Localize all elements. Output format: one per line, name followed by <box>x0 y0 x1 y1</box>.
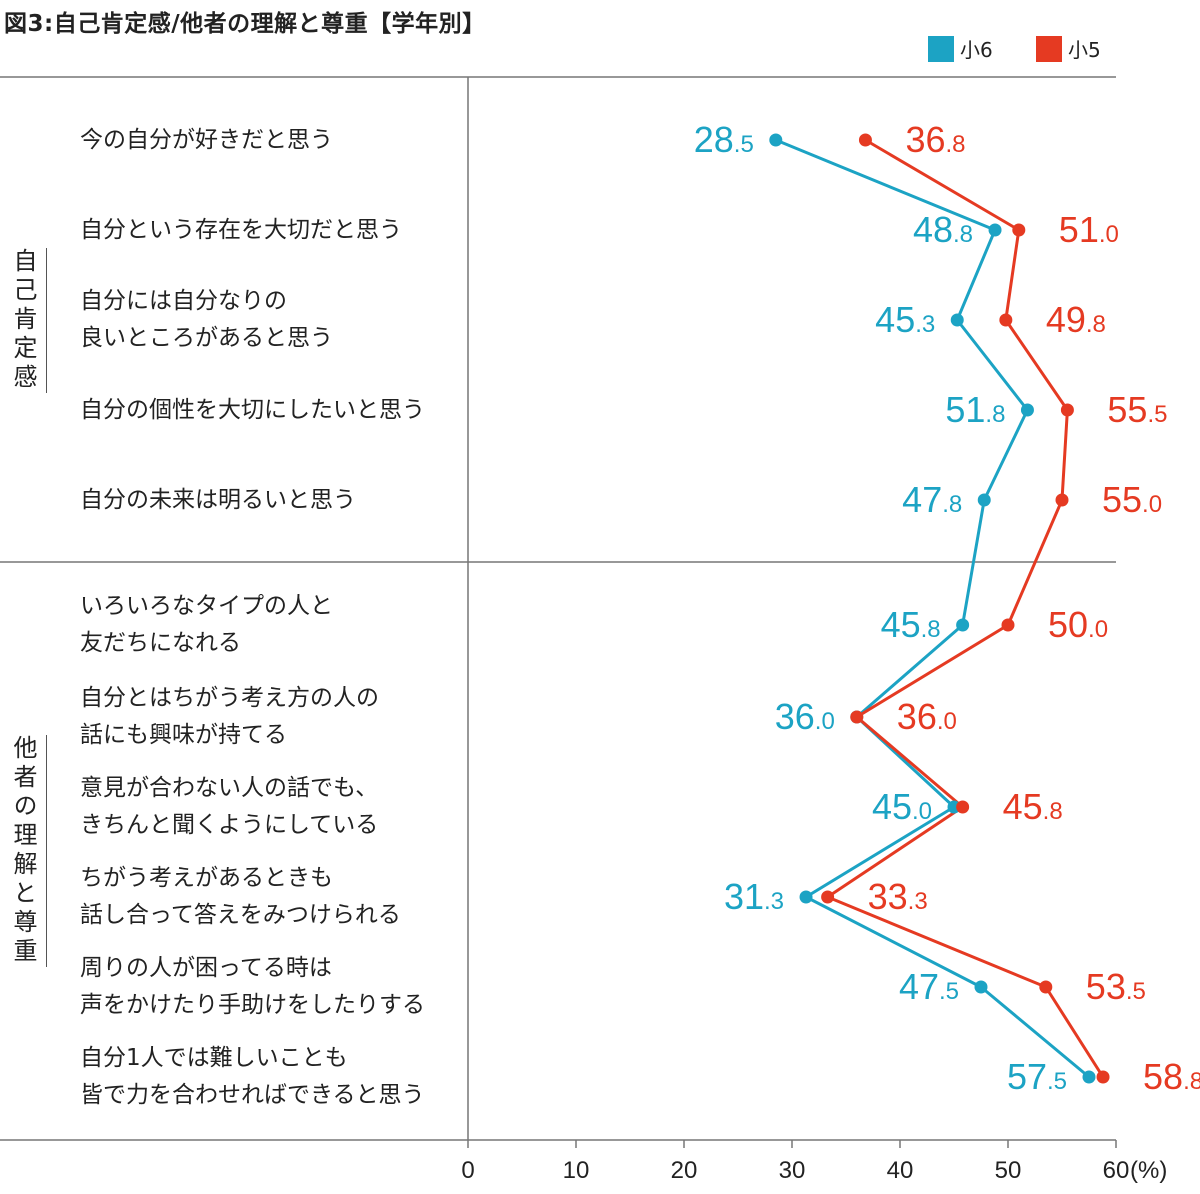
data-label: 45.8 <box>881 604 941 645</box>
category-label: 自分の個性を大切にしたいと思う <box>80 392 425 429</box>
data-point <box>850 710 864 724</box>
data-label: 48.8 <box>913 209 973 250</box>
legend-swatch-series-1 <box>928 35 954 62</box>
data-label: 36.0 <box>897 696 957 737</box>
data-label: 28.5 <box>694 119 754 160</box>
data-point <box>799 890 813 904</box>
x-tick-label: 10 <box>563 1157 590 1184</box>
data-point <box>821 890 835 904</box>
category-label: 自分とはちがう考え方の人の 話にも興味が持てる <box>80 680 379 754</box>
data-point <box>1001 618 1015 632</box>
category-label-line: 周りの人が困ってる時は <box>80 955 332 981</box>
data-point <box>769 133 783 147</box>
category-label-line: 話し合って答えをみつけられる <box>80 902 401 928</box>
category-label-line: 意見が合わない人の話でも、 <box>80 775 379 801</box>
data-point <box>1020 403 1034 417</box>
x-tick-label: 0 <box>461 1157 474 1184</box>
category-label-line: 今の自分が好きだと思う <box>80 126 333 153</box>
data-point <box>950 313 964 327</box>
category-label-line: 友だちになれる <box>80 630 241 656</box>
category-label-line: 自分とはちがう考え方の人の <box>80 685 379 711</box>
x-tick-label: 60 <box>1103 1157 1130 1184</box>
data-label: 51.0 <box>1059 209 1119 250</box>
x-tick-label: 50 <box>995 1157 1022 1184</box>
category-label: いろいろなタイプの人と 友だちになれる <box>80 588 333 662</box>
data-label: 53.5 <box>1086 966 1146 1007</box>
data-label: 47.5 <box>899 966 959 1007</box>
legend-label-series-1: 小6 <box>960 38 993 62</box>
data-point <box>1039 980 1053 994</box>
category-label-line: 自分の個性を大切にしたいと思う <box>80 396 425 423</box>
data-label: 36.0 <box>775 696 835 737</box>
category-label-line: 自分1人では難しいことも <box>80 1045 348 1071</box>
group-bracket <box>46 247 47 393</box>
data-point <box>999 313 1013 327</box>
group-label: 他者の理解と尊重 <box>9 735 37 967</box>
category-label: 自分という存在を大切だと思う <box>80 212 402 249</box>
data-point <box>1012 223 1026 237</box>
category-label-line: 自分には自分なりの <box>80 288 287 314</box>
legend-item-series-1: 小6 <box>928 34 993 63</box>
group-bracket <box>46 735 47 967</box>
data-label: 45.8 <box>1003 786 1063 827</box>
data-label: 33.3 <box>868 876 928 917</box>
category-label: 自分の未来は明るいと思う <box>80 482 356 519</box>
data-point <box>988 223 1002 237</box>
data-label: 47.8 <box>902 479 962 520</box>
data-label: 58.8 <box>1143 1056 1200 1097</box>
data-label: 55.0 <box>1102 479 1162 520</box>
data-label: 57.5 <box>1007 1056 1067 1097</box>
data-point <box>974 980 988 994</box>
group-label: 自己肯定感 <box>9 247 37 393</box>
data-label: 36.8 <box>905 119 965 160</box>
category-label: ちがう考えがあるときも話し合って答えをみつけられる <box>80 860 401 934</box>
category-label-line: 声をかけたり手助けをしたりする <box>80 992 425 1018</box>
data-point <box>858 133 872 147</box>
category-label-line: 自分という存在を大切だと思う <box>80 216 402 243</box>
x-tick-label: 40 <box>887 1157 914 1184</box>
data-label: 31.3 <box>724 876 784 917</box>
category-label-line: 皆で力を合わせればできると思う <box>80 1082 425 1108</box>
data-point <box>956 800 970 814</box>
data-point <box>1096 1070 1110 1084</box>
legend-label-series-2: 小5 <box>1068 38 1101 62</box>
data-point <box>977 493 991 507</box>
category-label-line: 自分の未来は明るいと思う <box>80 486 356 513</box>
category-label-line: きちんと聞くようにしている <box>80 812 379 838</box>
data-label: 49.8 <box>1046 299 1106 340</box>
legend-item-series-2: 小5 <box>1036 34 1101 63</box>
data-label: 45.0 <box>872 786 932 827</box>
data-label: 45.3 <box>875 299 935 340</box>
series-line-1 <box>775 138 1090 1079</box>
category-label-line: 話にも興味が持てる <box>80 722 287 748</box>
x-axis-unit: (%) <box>1130 1157 1167 1184</box>
category-label-line: 良いところがあると思う <box>80 325 333 351</box>
data-label: 50.0 <box>1048 604 1108 645</box>
data-point <box>1082 1070 1096 1084</box>
data-label: 51.8 <box>945 389 1005 430</box>
category-label: 自分には自分なりの良いところがあると思う <box>80 283 333 357</box>
data-point <box>1055 493 1069 507</box>
legend-swatch-series-2 <box>1036 35 1062 62</box>
x-tick-label: 20 <box>671 1157 698 1184</box>
data-point <box>1060 403 1074 417</box>
category-label: 意見が合わない人の話でも、 きちんと聞くようにしている <box>80 770 378 844</box>
data-label: 55.5 <box>1107 389 1167 430</box>
chart-title: 図3:自己肯定感/他者の理解と尊重【学年別】 <box>4 11 486 37</box>
category-label: 今の自分が好きだと思う <box>80 122 333 159</box>
category-label: 自分1人では難しいことも皆で力を合わせればできると思う <box>80 1040 425 1114</box>
category-label-line: いろいろなタイプの人と <box>80 593 333 619</box>
category-label: 周りの人が困ってる時は声をかけたり手助けをしたりする <box>80 950 425 1024</box>
x-tick-label: 30 <box>779 1157 806 1184</box>
category-label-line: ちがう考えがあるときも <box>80 865 333 891</box>
data-point <box>956 618 970 632</box>
